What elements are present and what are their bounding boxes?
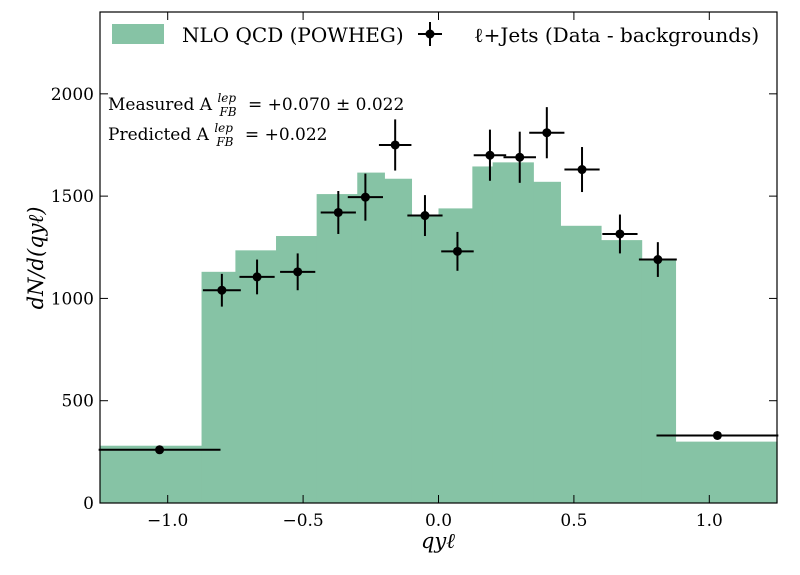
data-point	[656, 430, 779, 440]
legend-label-nlo: NLO QCD (POWHEG)	[182, 23, 404, 47]
y-tick-label: 2000	[51, 85, 94, 105]
legend-label-data: ℓ+Jets (Data - backgrounds)	[474, 23, 759, 47]
legend: NLO QCD (POWHEG) ℓ+Jets (Data - backgrou…	[112, 22, 759, 47]
data-point	[378, 119, 412, 171]
data-point-marker	[420, 211, 430, 221]
data-point-marker	[577, 165, 587, 175]
histogram-bars	[100, 162, 778, 504]
data-point-marker	[712, 430, 722, 440]
annotation-predicted-sub: FB	[215, 135, 233, 149]
legend-marker-data	[418, 22, 442, 46]
data-point-marker	[217, 285, 227, 295]
histogram-bar	[276, 236, 318, 504]
data-point	[564, 147, 600, 193]
data-point	[638, 242, 677, 277]
histogram-bar	[675, 441, 778, 503]
annotation-predicted-value: = +0.022	[245, 125, 328, 145]
histogram-bar	[641, 258, 677, 503]
x-tick-label: −0.5	[282, 511, 323, 531]
data-point-marker	[252, 272, 262, 282]
data-point	[407, 195, 443, 237]
y-axis-label: dN/d(qyℓ)	[24, 207, 48, 310]
data-point	[347, 173, 383, 221]
histogram-bar	[472, 166, 494, 503]
y-tick-label: 1500	[51, 187, 94, 207]
x-tick-label: 0.0	[425, 511, 452, 531]
data-point	[239, 259, 275, 295]
data-point-marker	[333, 207, 343, 217]
y-tick-label: 500	[62, 392, 94, 412]
data-point	[503, 131, 536, 183]
data-point	[602, 214, 638, 254]
y-tick-label: 0	[83, 494, 94, 514]
histogram-bar	[560, 225, 602, 503]
data-point-marker	[360, 192, 370, 202]
histogram-bar	[533, 181, 561, 503]
svg-text:Predicted A lep FB: Predicted A lep FB = +0.022	[108, 117, 327, 151]
annotation-predicted-label: Predicted A	[108, 125, 210, 145]
annotation-measured-value: = +0.070 ± 0.022	[248, 95, 404, 115]
histogram-bar	[411, 215, 440, 503]
data-point	[441, 231, 474, 271]
data-point-marker	[485, 150, 495, 160]
annotation-measured-sup: lep	[217, 91, 236, 105]
data-point-marker	[452, 246, 462, 256]
histogram-bar	[492, 162, 534, 503]
histogram-bar	[316, 194, 358, 503]
annotation-measured: Measured A lep FB = +0.070 ± 0.022	[108, 87, 404, 121]
data-point-marker	[390, 140, 400, 150]
data-point-marker	[293, 267, 303, 277]
x-axis-label: qyℓ	[421, 529, 455, 553]
annotation-measured-sub: FB	[218, 105, 236, 119]
histogram-bar	[384, 178, 413, 503]
svg-text:Measured A lep FB: Measured A lep FB = +0.070 ± 0.022	[108, 87, 404, 121]
data-point	[280, 253, 316, 291]
legend-swatch-nlo	[112, 24, 164, 44]
x-tick-label: 1.0	[696, 511, 723, 531]
data-point-marker	[155, 445, 165, 455]
data-point-marker	[542, 128, 552, 138]
annotation-predicted: Predicted A lep FB = +0.022	[108, 117, 327, 151]
x-tick-label: −1.0	[147, 511, 188, 531]
axis-ticks: 0 500 1000 1500 2000 −1.0 −0.5 0.0 0.5 1.0	[51, 12, 777, 531]
y-tick-label: 1000	[51, 289, 94, 309]
histogram-bar	[600, 240, 643, 503]
data-point	[98, 445, 221, 455]
data-point	[473, 129, 507, 181]
data-point	[529, 107, 565, 159]
data-point	[202, 273, 241, 307]
histogram-bar	[201, 271, 236, 503]
annotation-predicted-sup: lep	[214, 121, 233, 135]
data-point-marker	[653, 255, 663, 265]
data-point-marker	[615, 229, 625, 239]
plot-frame	[99, 11, 778, 504]
x-tick-label: 0.5	[560, 511, 587, 531]
data-points	[98, 107, 779, 455]
histogram-bar	[100, 445, 203, 503]
data-point-marker	[515, 152, 525, 162]
annotation-measured-label: Measured A	[108, 95, 213, 115]
histogram-bar	[235, 250, 277, 503]
histogram-bar	[357, 172, 385, 504]
histogram-bar	[438, 208, 473, 503]
data-point	[320, 191, 356, 234]
